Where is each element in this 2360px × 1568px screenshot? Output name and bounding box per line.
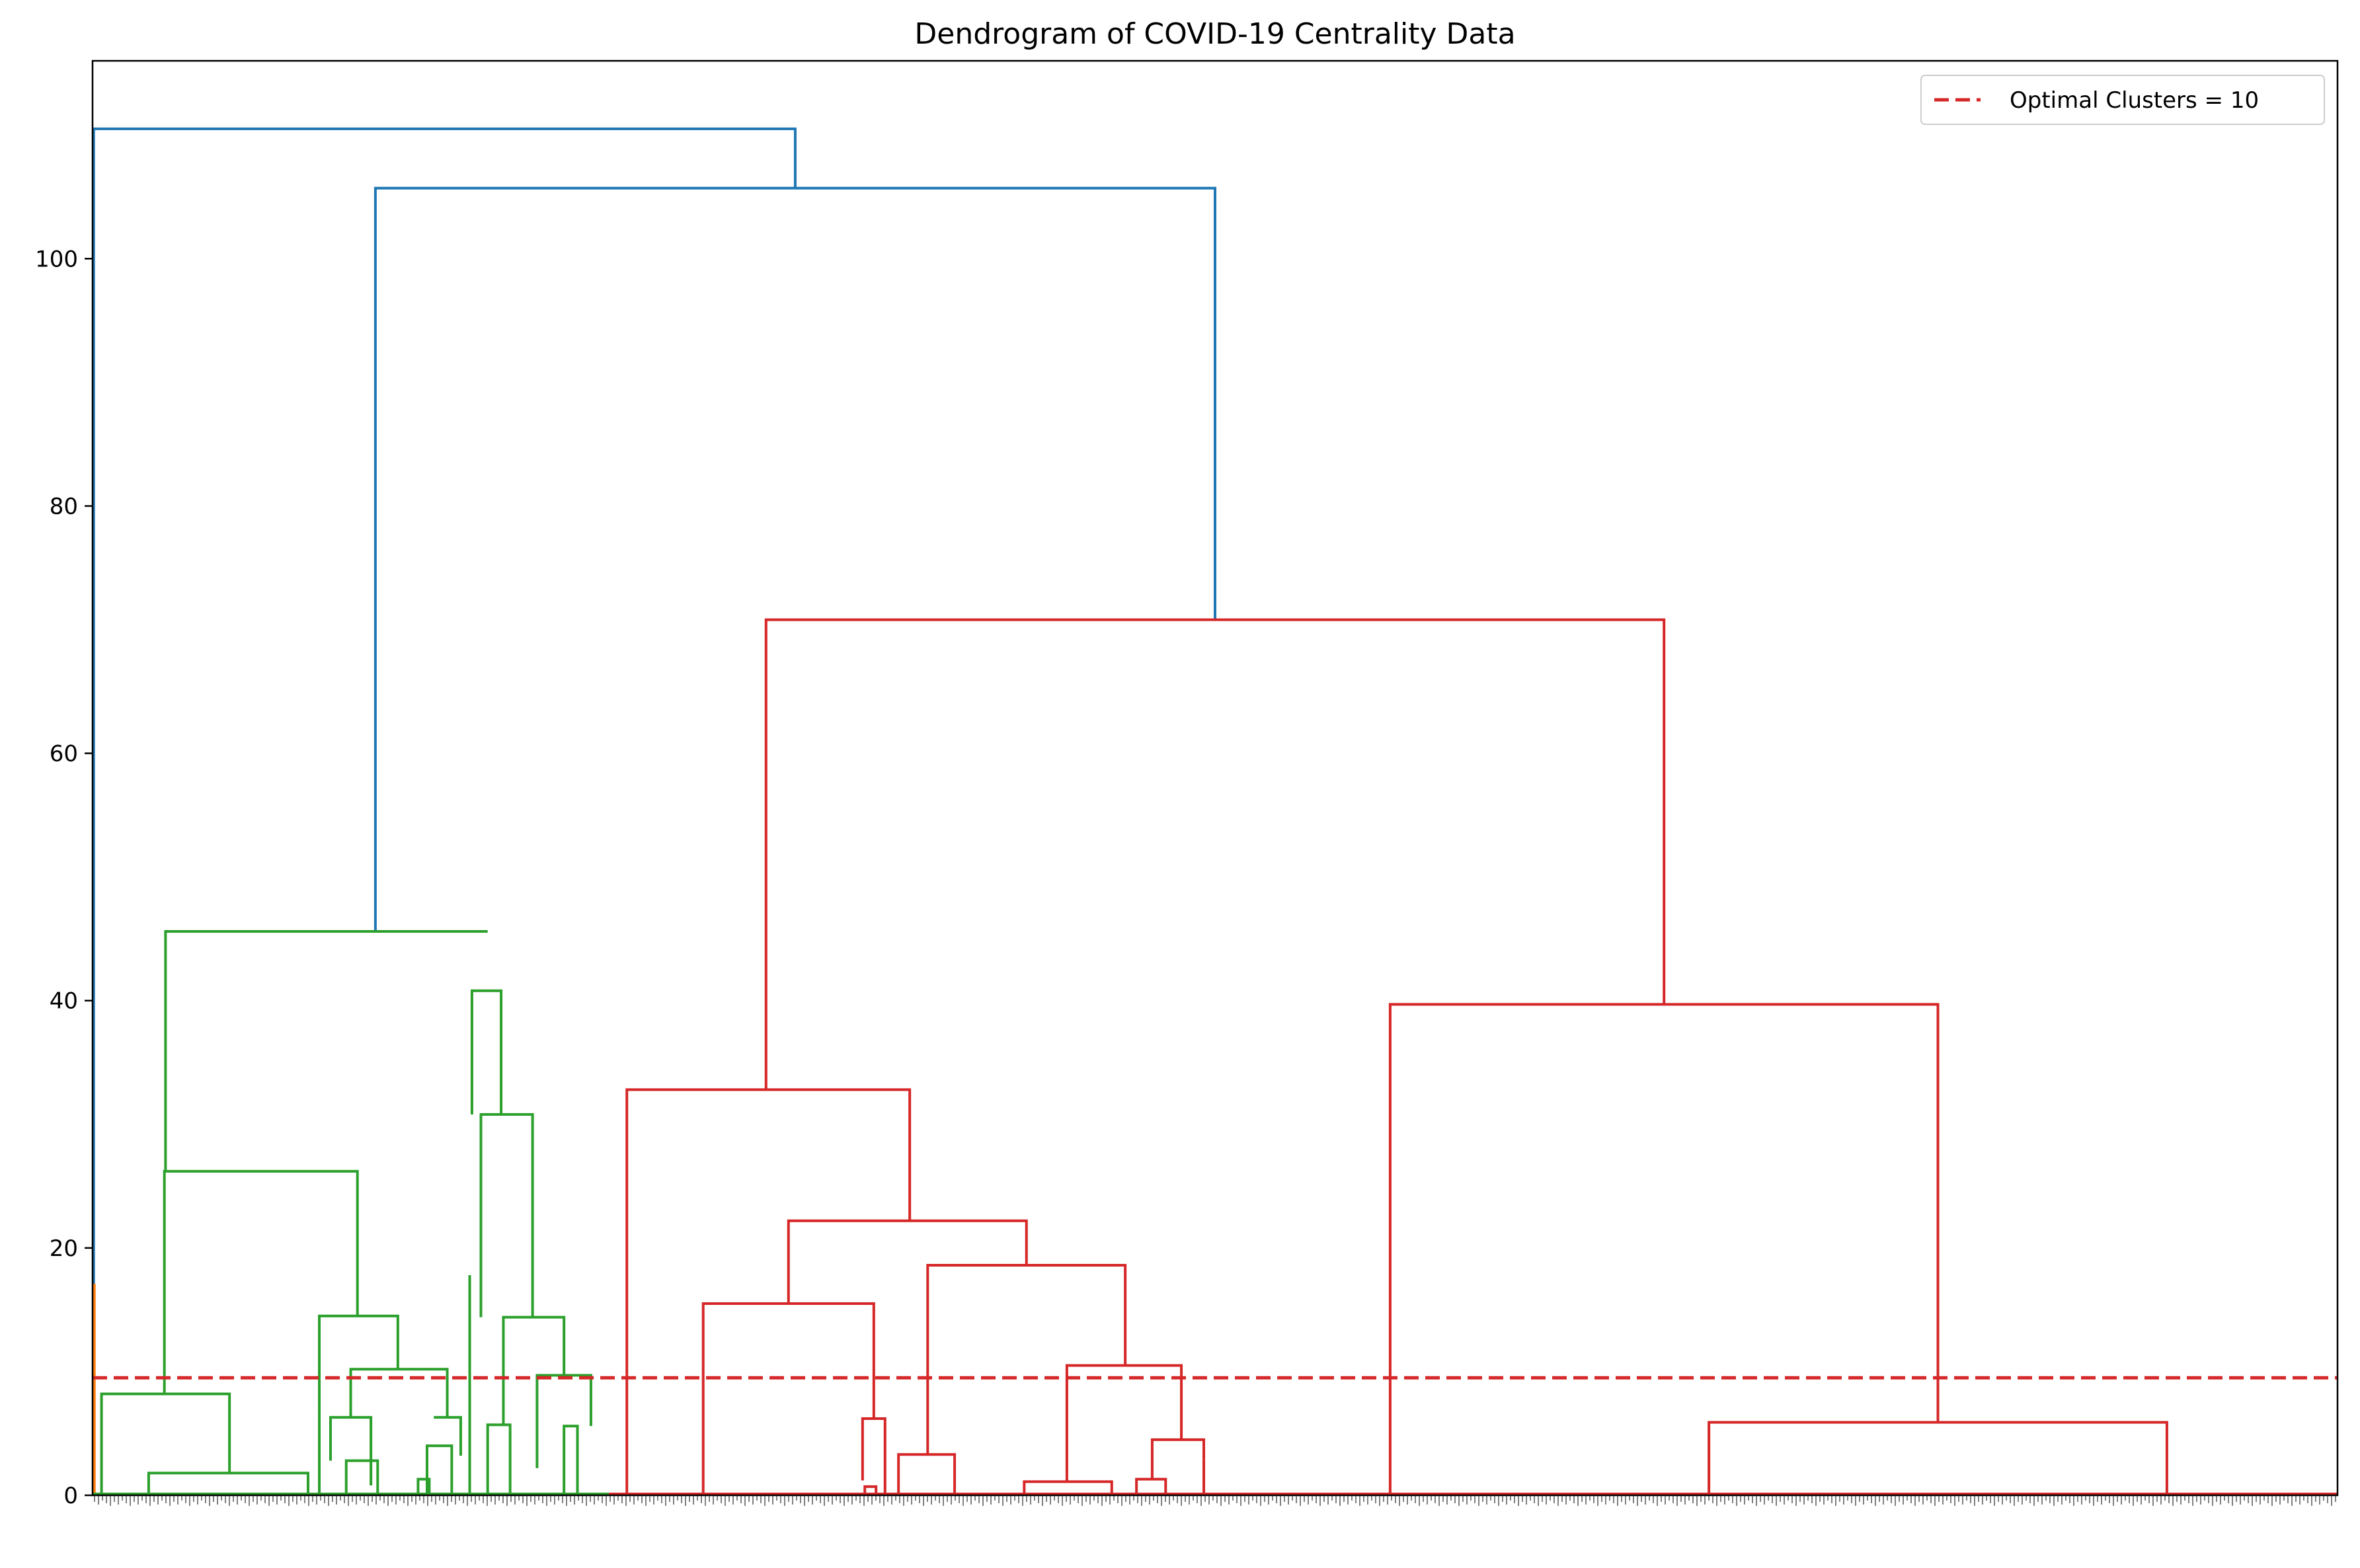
dendrogram-link-green bbox=[502, 1315, 566, 1427]
dendrogram-link-red bbox=[625, 1088, 912, 1495]
dendrogram-link-red bbox=[1023, 1480, 1113, 1495]
legend-threshold-label: Optimal Clusters = 10 bbox=[2010, 87, 2259, 114]
dendrogram-link-green bbox=[317, 1314, 399, 1411]
dendrogram-link-green bbox=[164, 929, 488, 1171]
dendrogram-link-green bbox=[479, 1113, 534, 1317]
dendrogram-link-green bbox=[344, 1459, 379, 1495]
dendrogram-link-red bbox=[787, 1219, 1028, 1304]
dendrogram-link-blue bbox=[374, 186, 1216, 931]
dendrogram-link-blue bbox=[92, 127, 797, 1285]
dendrogram-link-green bbox=[147, 1471, 310, 1495]
dendrogram-link-green bbox=[416, 1477, 431, 1495]
dendrogram-link-green bbox=[434, 1416, 462, 1456]
y-tick-label: 60 bbox=[50, 741, 78, 767]
dendrogram-link-red bbox=[926, 1264, 1127, 1455]
dendrogram-link-green bbox=[470, 989, 503, 1115]
dendrogram-link-green bbox=[329, 1416, 373, 1486]
leaf-tick-marks bbox=[94, 1495, 2336, 1506]
legend-box bbox=[1920, 75, 2325, 125]
dendrogram-link-green bbox=[563, 1425, 579, 1495]
dendrogram-link-red bbox=[1708, 1421, 2168, 1495]
dendrogram-link-green bbox=[163, 1169, 359, 1394]
dendrogram-link-red bbox=[897, 1453, 957, 1495]
y-tick-label: 40 bbox=[50, 988, 78, 1015]
dendrogram-link-orange bbox=[92, 1283, 96, 1495]
dendrogram-link-red bbox=[1150, 1438, 1206, 1479]
dendrogram-link-green bbox=[100, 1392, 231, 1495]
y-tick-label: 80 bbox=[50, 493, 78, 520]
y-tick-label: 0 bbox=[63, 1483, 78, 1509]
dendrogram-link-green bbox=[535, 1374, 592, 1468]
dendrogram-link-green bbox=[486, 1423, 512, 1495]
dendrogram-link-red bbox=[863, 1485, 878, 1495]
dendrogram-link-red bbox=[1065, 1364, 1183, 1482]
dendrogram-link-green bbox=[349, 1368, 449, 1418]
dendrogram-links bbox=[92, 127, 2338, 1495]
plot-frame bbox=[91, 59, 2339, 1497]
legend: Optimal Clusters = 10 bbox=[1920, 75, 2325, 125]
y-axis: 0 20 40 60 80 100 bbox=[35, 246, 93, 1509]
dendrogram-link-red bbox=[861, 1417, 886, 1495]
dendrogram-link-green bbox=[426, 1444, 453, 1495]
chart-title: Dendrogram of COVID-19 Centrality Data bbox=[914, 17, 1515, 51]
dendrogram-link-red bbox=[1135, 1477, 1167, 1495]
dendrogram-link-red bbox=[1388, 1003, 1940, 1495]
y-tick-label: 100 bbox=[35, 246, 78, 272]
dendrogram-link-red bbox=[764, 618, 1666, 1090]
y-tick-label: 20 bbox=[50, 1235, 78, 1262]
dendrogram-link-red bbox=[701, 1302, 875, 1495]
